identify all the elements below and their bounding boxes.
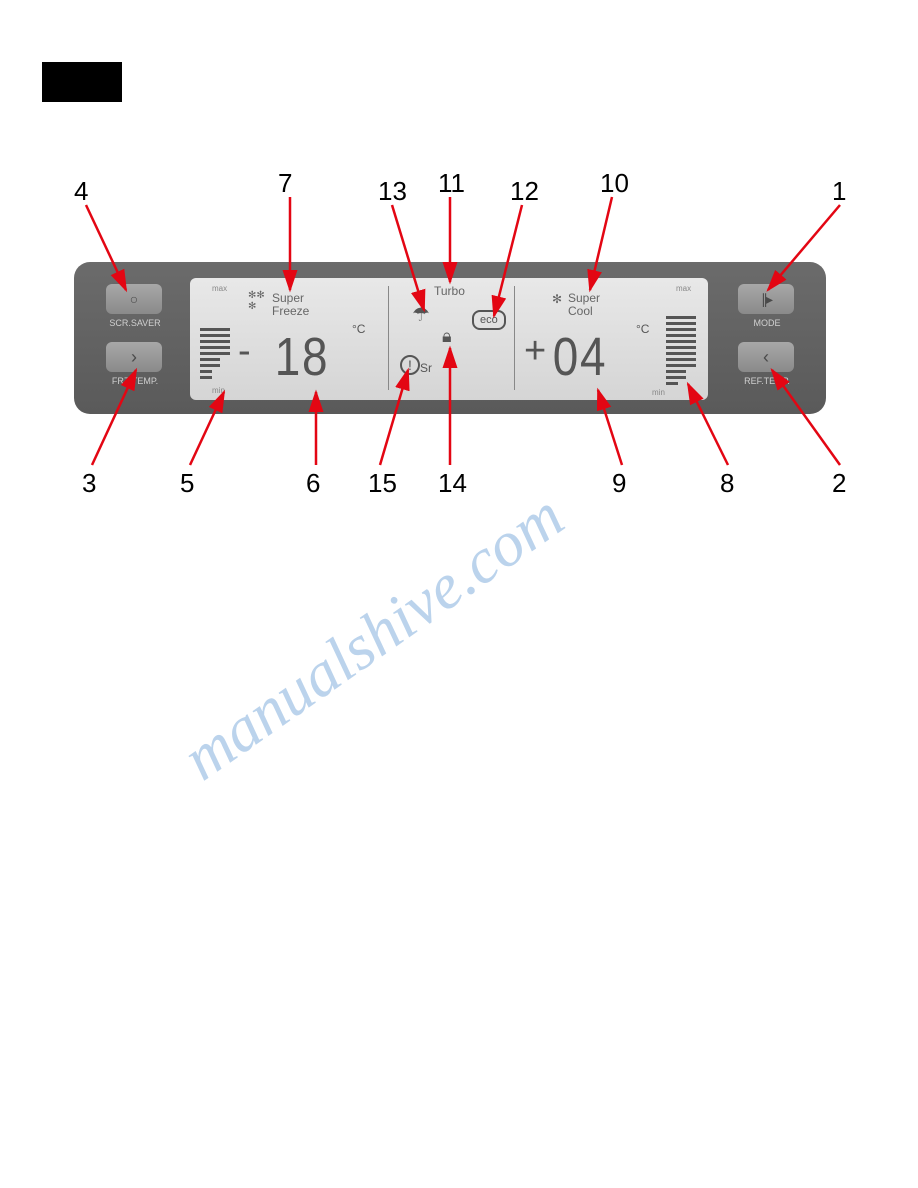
freezer-temp-display: - 18 xyxy=(238,326,334,388)
vacation-icon: ☂ xyxy=(412,302,430,327)
callout-3: 3 xyxy=(82,468,96,499)
freezer-max-label: max xyxy=(212,284,227,293)
sr-text: Sr xyxy=(420,361,432,375)
callout-5: 5 xyxy=(180,468,194,499)
frz-temp-label: FRZ.TEMP. xyxy=(100,376,170,386)
ref-temp-button[interactable]: ‹ xyxy=(738,342,794,372)
ref-temp-label: REF.TEMP. xyxy=(732,376,802,386)
snowflake-icon: ✻✻✻ xyxy=(248,290,265,312)
freezer-sign: - xyxy=(238,330,253,372)
watermark-text: manualshive.com xyxy=(169,479,577,796)
eco-icon: eco xyxy=(472,310,506,330)
super-freeze-label: SuperFreeze xyxy=(272,292,309,318)
callout-13: 13 xyxy=(378,176,407,207)
callout-11: 11 xyxy=(438,168,465,199)
callout-9: 9 xyxy=(612,468,626,499)
callout-8: 8 xyxy=(720,468,734,499)
callout-2: 2 xyxy=(832,468,846,499)
callout-10: 10 xyxy=(600,168,629,199)
freezer-min-label: min xyxy=(212,386,225,395)
chevron-right-icon: › xyxy=(131,347,137,368)
scr-saver-button[interactable]: ○ xyxy=(106,284,162,314)
callout-12: 12 xyxy=(510,176,539,207)
callout-6: 6 xyxy=(306,468,320,499)
chevron-left-icon: ‹ xyxy=(763,347,769,368)
fridge-temp-display: +04 xyxy=(524,326,612,388)
eco-text: eco xyxy=(480,314,498,326)
mode-button[interactable]: ∥▸ xyxy=(738,284,794,314)
callout-15: 15 xyxy=(368,468,397,499)
fridge-max-label: max xyxy=(676,284,691,293)
callout-7: 7 xyxy=(278,168,292,199)
turbo-label: Turbo xyxy=(434,284,465,298)
fridge-level-bars xyxy=(666,316,696,388)
circle-icon: ○ xyxy=(130,291,138,307)
mode-label: MODE xyxy=(732,318,802,328)
freezer-level-bars xyxy=(200,328,230,382)
fridge-sign: + xyxy=(524,330,548,372)
fridge-value: 04 xyxy=(553,326,607,388)
alarm-icon: !Sr xyxy=(400,354,432,375)
callout-4: 4 xyxy=(74,176,88,207)
super-cool-label: SuperCool xyxy=(568,292,600,318)
frz-temp-button[interactable]: › xyxy=(106,342,162,372)
freezer-unit: °C xyxy=(352,322,365,336)
freezer-value: 18 xyxy=(274,326,328,388)
fridge-min-label: min xyxy=(652,388,665,397)
header-black-box xyxy=(42,62,122,102)
lock-icon: 🔒︎ xyxy=(442,326,452,347)
divider-left xyxy=(388,286,389,390)
scr-saver-label: SCR.SAVER xyxy=(100,318,170,328)
mode-icon: ∥▸ xyxy=(761,291,771,308)
divider-right xyxy=(514,286,515,390)
callout-14: 14 xyxy=(438,468,467,499)
fridge-unit: °C xyxy=(636,322,649,336)
callout-1: 1 xyxy=(832,176,846,207)
snowflake-icon: ✻ xyxy=(552,292,562,306)
